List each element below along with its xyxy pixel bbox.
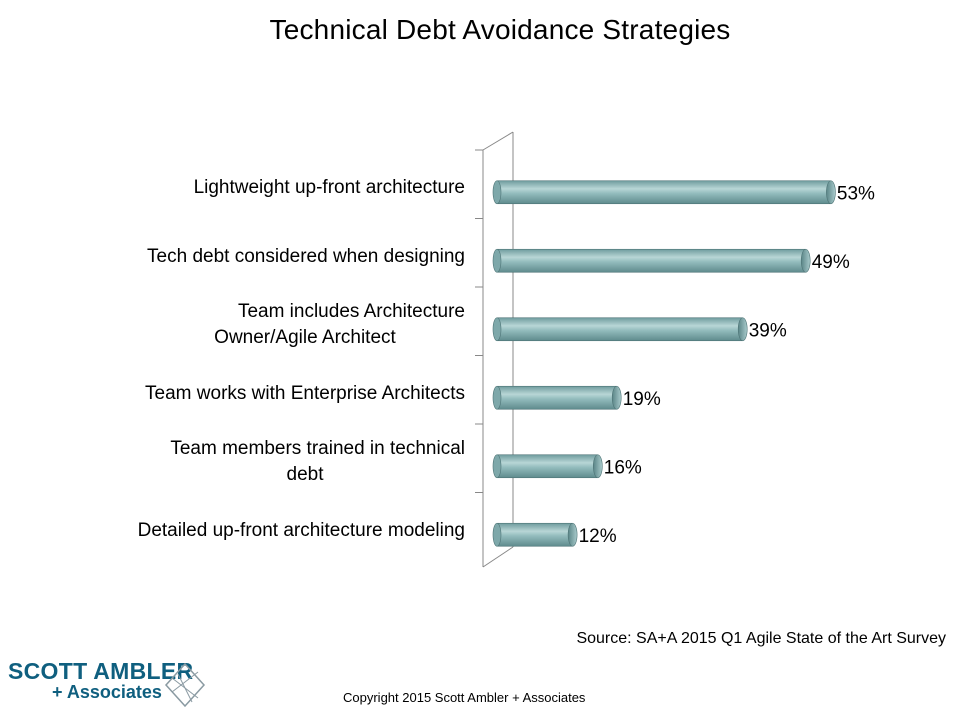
category-label: Tech debt considered when designing (25, 244, 465, 270)
category-label-line: debt (286, 464, 324, 486)
category-label-line: Lightweight up-front architecture (193, 177, 465, 199)
bar-value-label: 12% (579, 526, 617, 547)
category-label-line: Detailed up-front architecture modeling (137, 519, 465, 541)
bar-start-cap (492, 454, 502, 479)
source-note: Source: SA+A 2015 Q1 Agile State of the … (576, 630, 946, 647)
bar-start-cap (492, 248, 502, 273)
category-label: Team works with Enterprise Architects (25, 381, 465, 407)
bar-start-cap (492, 317, 502, 342)
category-label: Lightweight up-front architecture (25, 175, 465, 201)
diamond-logo-icon (164, 662, 206, 708)
bar-end-cap (567, 522, 578, 547)
category-label: Detailed up-front architecture modeling (25, 518, 465, 544)
logo-line2: + Associates (52, 682, 162, 702)
bar-value-label: 49% (812, 252, 850, 273)
bar (496, 385, 617, 410)
company-logo: SCOTT AMBLER + Associates (8, 658, 206, 708)
bar (496, 317, 743, 342)
bar-value-label: 39% (749, 320, 787, 341)
chart-title: Technical Debt Avoidance Strategies (269, 14, 731, 45)
bar-end-cap (611, 385, 622, 410)
bar-start-cap (492, 180, 502, 205)
bar-end-cap (737, 317, 748, 342)
category-label-line: Team works with Enterprise Architects (145, 382, 465, 404)
bar-start-cap (492, 522, 502, 547)
bar-value-label: 53% (837, 183, 875, 204)
category-label-line: Team members trained in technical (170, 438, 465, 460)
logo-line1: SCOTT AMBLER (8, 658, 194, 684)
category-label-line: Team includes Architecture (237, 301, 465, 323)
bar-value-label: 19% (623, 389, 661, 410)
bar (496, 454, 599, 479)
bar (496, 522, 573, 547)
bar (496, 180, 832, 205)
bar-end-cap (592, 454, 603, 479)
category-label-line: Tech debt considered when designing (147, 245, 465, 267)
category-label: Team members trained in technical debt (25, 436, 465, 488)
bar-end-cap (826, 180, 836, 205)
bar-value-label: 16% (604, 457, 642, 478)
bar (496, 248, 807, 273)
bar-end-cap (800, 248, 811, 273)
category-label-line: Owner/Agile Architect (214, 327, 396, 349)
bar-start-cap (492, 385, 502, 410)
category-label: Team includes Architecture Owner/Agile Ar… (25, 299, 465, 351)
copyright-note: Copyright 2015 Scott Ambler + Associates (343, 690, 586, 705)
